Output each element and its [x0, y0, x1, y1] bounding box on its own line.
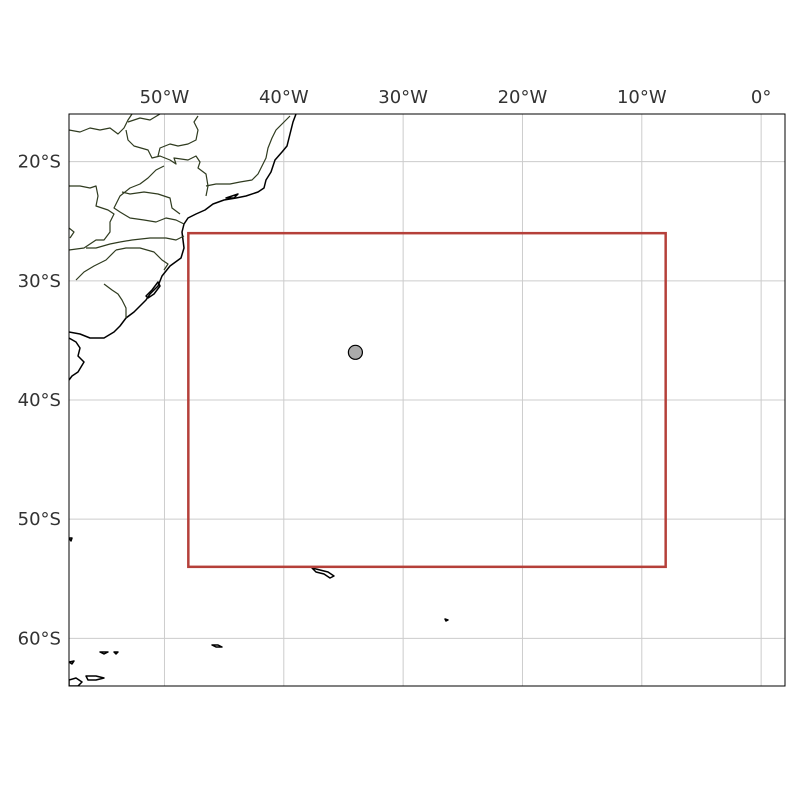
gridlines: [69, 114, 785, 686]
longitude-tick-label: 30°W: [378, 87, 428, 108]
latitude-labels: 20°S 30°S 40°S 50°S 60°S: [18, 152, 61, 650]
map-frame: [68, 113, 786, 687]
latitude-tick-label: 60°S: [18, 628, 61, 649]
region-box-outline: [187, 231, 667, 569]
latitude-tick-label: 20°S: [18, 152, 61, 173]
longitude-tick-label: 40°W: [259, 87, 309, 108]
state-borders: [69, 114, 291, 318]
longitude-tick-label: 10°W: [617, 87, 667, 108]
longitude-tick-label: 20°W: [498, 87, 548, 108]
region-box: [187, 231, 667, 569]
longitude-tick-label: 50°W: [140, 87, 190, 108]
latitude-tick-label: 40°S: [18, 390, 61, 411]
location-point: [347, 344, 363, 360]
longitude-labels: 50°W 40°W 30°W 20°W 10°W 0°: [140, 87, 772, 108]
latitude-tick-label: 30°S: [18, 271, 61, 292]
longitude-tick-label: 0°: [751, 87, 771, 108]
point-marker: [347, 344, 363, 360]
latitude-tick-label: 50°S: [18, 509, 61, 530]
